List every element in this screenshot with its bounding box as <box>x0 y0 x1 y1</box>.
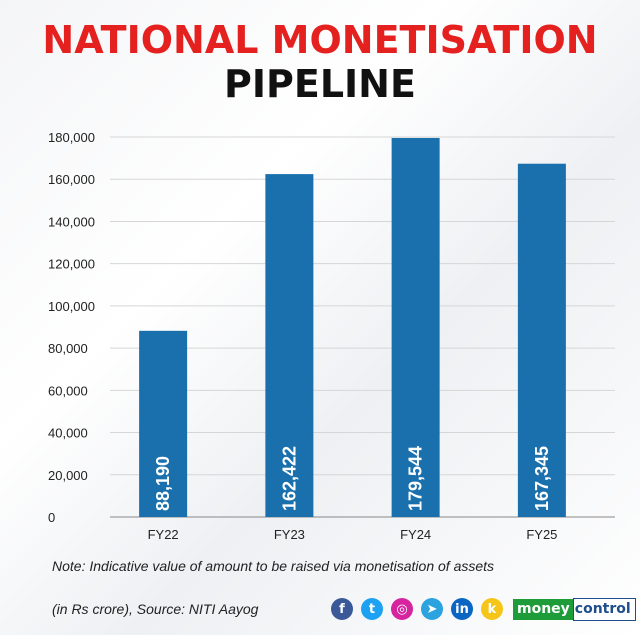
bar-fy23 <box>265 174 314 517</box>
koo-icon[interactable]: k <box>481 598 503 620</box>
y-tick-label: 100,000 <box>48 299 95 314</box>
y-tick-label: 120,000 <box>48 257 95 272</box>
chart-source: (in Rs crore), Source: NITI Aayog <box>52 601 259 617</box>
data-labels: 88,190 162,422 179,544 167,345 <box>153 446 552 511</box>
chart-note: Note: Indicative value of amount to be r… <box>52 558 495 574</box>
y-tick-label: 0 <box>48 510 55 525</box>
x-axis-tick-labels: FY22 FY23 FY24 FY25 <box>148 527 558 540</box>
y-tick-label: 20,000 <box>48 468 88 483</box>
moneycontrol-logo[interactable]: money control <box>513 597 636 621</box>
bar-fy24 <box>391 137 440 518</box>
bars <box>139 137 566 518</box>
twitter-icon[interactable]: t <box>361 598 383 620</box>
x-tick-label: FY24 <box>400 527 431 540</box>
data-label-fy23: 162,422 <box>279 446 299 511</box>
y-tick-label: 180,000 <box>48 130 95 145</box>
x-tick-label: FY25 <box>526 527 557 540</box>
x-tick-label: FY23 <box>274 527 305 540</box>
brand-part2: control <box>572 597 636 621</box>
data-label-fy22: 88,190 <box>153 456 173 511</box>
bar-fy22 <box>139 330 188 517</box>
x-tick-label: FY22 <box>148 527 179 540</box>
data-label-fy24: 179,544 <box>406 446 426 511</box>
bar-fy25 <box>517 163 566 517</box>
instagram-icon[interactable]: ◎ <box>391 598 413 620</box>
y-tick-label: 60,000 <box>48 383 88 398</box>
social-icons: f t ◎ ➤ in k money control <box>331 597 636 621</box>
y-axis-tick-labels: 0 20,000 40,000 60,000 80,000 100,000 120,000 1… <box>48 130 95 525</box>
chart-title-line2: PIPELINE <box>224 62 416 106</box>
linkedin-icon[interactable]: in <box>451 598 473 620</box>
facebook-icon[interactable]: f <box>331 598 353 620</box>
y-tick-label: 80,000 <box>48 341 88 356</box>
bar-chart: 0 20,000 40,000 60,000 80,000 100,000 120,000 1… <box>48 130 615 540</box>
y-tick-label: 40,000 <box>48 426 88 441</box>
brand-part1: money <box>513 598 573 620</box>
chart-title-line1: NATIONAL MONETISATION <box>42 18 598 62</box>
y-tick-label: 160,000 <box>48 172 95 187</box>
y-tick-label: 140,000 <box>48 214 95 229</box>
data-label-fy25: 167,345 <box>532 446 552 511</box>
telegram-icon[interactable]: ➤ <box>421 598 443 620</box>
